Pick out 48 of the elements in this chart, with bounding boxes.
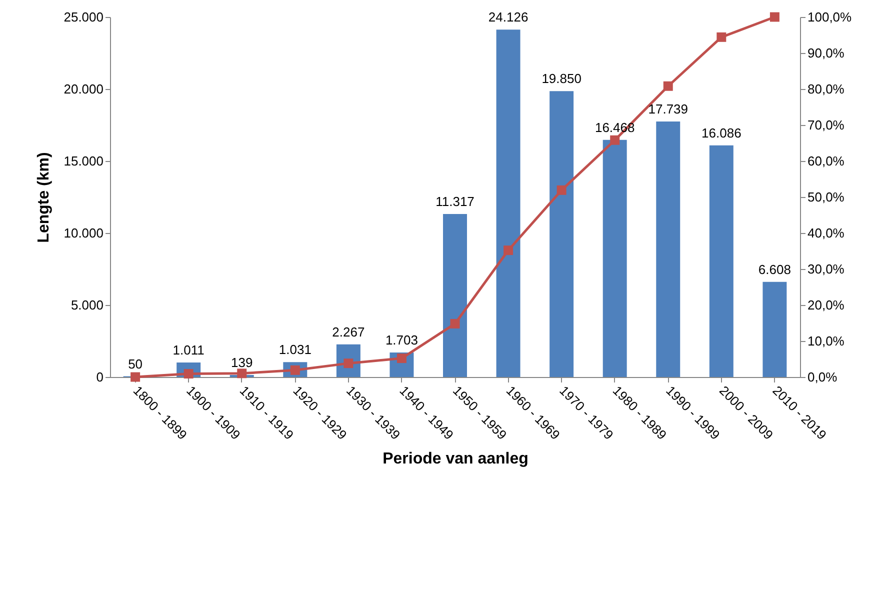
bar [709,145,734,377]
y-axis-title: Lengte (km) [36,152,53,243]
y-tick-label: 10.000 [64,226,104,240]
y2-tick-label: 30,0% [808,262,845,276]
y2-tick-label: 100,0% [808,10,852,24]
y2-tick-label: 40,0% [808,226,845,240]
data-label: 2.267 [332,324,365,340]
y2-tick-label: 70,0% [808,118,845,132]
y-tick-label: 20.000 [64,82,104,96]
bar [602,140,627,377]
y2-tick-label: 80,0% [808,82,845,96]
bar [656,122,680,377]
x-axis-title: Periode van aanleg [382,450,528,468]
point [716,32,726,42]
y2-tick-label: 0,0% [808,370,838,384]
data-label: 139 [231,355,253,370]
data-label: 1.011 [172,342,204,358]
bar [550,91,574,377]
point [450,318,460,328]
point [130,372,140,382]
y2-tick-label: 20,0% [808,298,845,312]
data-label: 17.739 [648,102,688,117]
data-label: 11.317 [436,194,474,210]
data-label: 16.086 [702,125,742,140]
point [770,12,780,22]
y-tick-label: 0 [96,370,104,384]
y2-tick-label: 60,0% [808,154,845,168]
data-label: 6.608 [758,262,791,277]
data-label: 1.031 [278,342,312,358]
bar [762,282,787,377]
bar [443,214,467,377]
y-tick-label: 15.000 [64,154,104,168]
point [237,368,247,378]
point [663,81,673,91]
data-label: 1.703 [385,332,418,348]
data-label: 50 [128,356,143,372]
point [396,354,406,364]
y-tick-label: 5.000 [70,298,104,312]
point [556,185,566,195]
bar [496,30,520,377]
y2-tick-label: 90,0% [808,46,845,60]
y-tick-label: 25.000 [64,10,104,24]
point [610,135,620,145]
y2-tick-label: 10,0% [808,334,845,348]
y2-tick-label: 50,0% [808,190,845,204]
point [504,246,514,256]
data-label: 19.850 [542,71,582,86]
data-label: 24.126 [488,10,528,25]
